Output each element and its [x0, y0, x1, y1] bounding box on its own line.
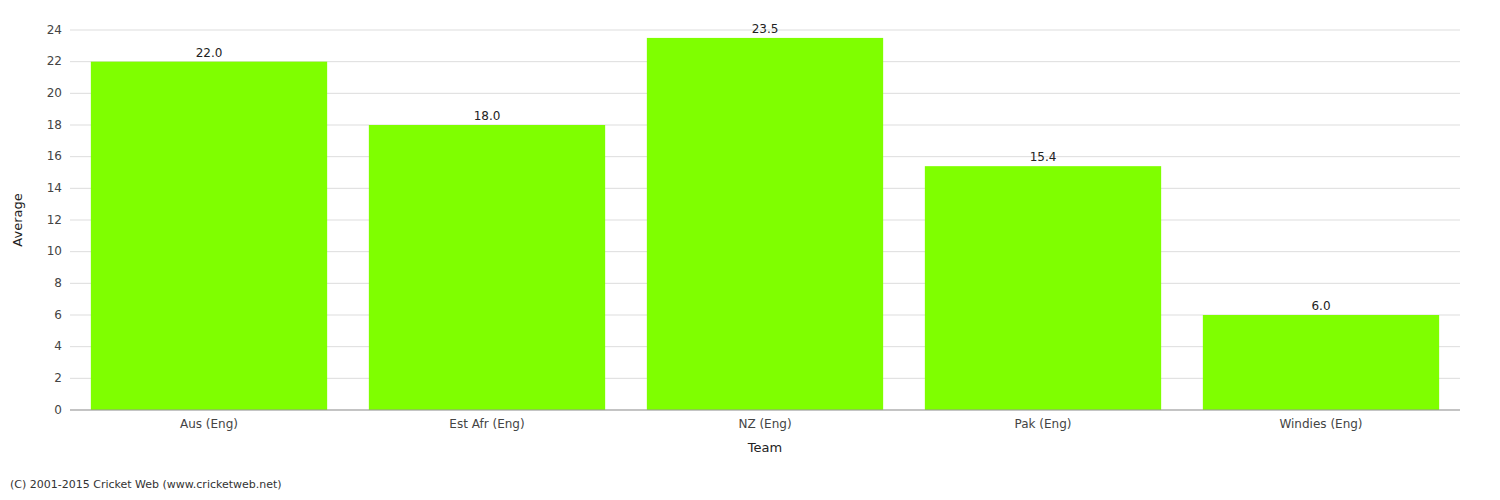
x-axis-line	[70, 410, 1460, 411]
x-axis-label: Team	[747, 440, 782, 455]
y-tick-label: 18	[47, 118, 62, 132]
data-label: 18.0	[474, 109, 501, 123]
y-tick-labels: 024681012141618202224	[47, 23, 62, 417]
x-tick-label: Aus (Eng)	[180, 417, 238, 431]
bars	[91, 38, 1439, 410]
y-tick-label: 20	[47, 86, 62, 100]
x-tick-label: Windies (Eng)	[1279, 417, 1362, 431]
bar	[647, 38, 883, 410]
y-tick-label: 24	[47, 23, 62, 37]
y-tick-label: 2	[54, 371, 62, 385]
bar	[91, 62, 327, 410]
x-tick-label: Pak (Eng)	[1015, 417, 1072, 431]
y-tick-label: 12	[47, 213, 62, 227]
y-tick-label: 8	[54, 276, 62, 290]
bar	[369, 125, 605, 410]
data-labels: 22.0 18.0 23.5 15.4 6.0	[196, 22, 1331, 313]
grid-line	[70, 410, 1460, 411]
y-tick-label: 16	[47, 149, 62, 163]
footer: (C) 2001-2015 Cricket Web (www.cricketwe…	[10, 478, 282, 491]
y-tick-label: 6	[54, 308, 62, 322]
y-tick-label: 22	[47, 54, 62, 68]
data-label: 6.0	[1311, 299, 1330, 313]
bar	[925, 166, 1161, 410]
y-grid	[70, 30, 1460, 410]
x-tick-label: NZ (Eng)	[738, 417, 791, 431]
y-tick-label: 4	[54, 339, 62, 353]
data-label: 15.4	[1030, 150, 1057, 164]
x-tick-label: Est Afr (Eng)	[449, 417, 524, 431]
y-tick-label: 10	[47, 244, 62, 258]
chart: 02468101214161820222422.018.023.515.46.0…	[0, 0, 1500, 500]
background	[0, 0, 1500, 500]
bar	[1203, 315, 1439, 410]
y-tick-label: 0	[54, 403, 62, 417]
y-axis-label: Average	[10, 193, 25, 246]
y-tick-label: 14	[47, 181, 62, 195]
chart-container: 02468101214161820222422.018.023.515.46.0…	[0, 0, 1500, 500]
data-label: 22.0	[196, 46, 223, 60]
x-tick-labels: Aus (Eng) Est Afr (Eng) NZ (Eng) Pak (Eng) W…	[180, 417, 1363, 431]
data-label: 23.5	[752, 22, 779, 36]
